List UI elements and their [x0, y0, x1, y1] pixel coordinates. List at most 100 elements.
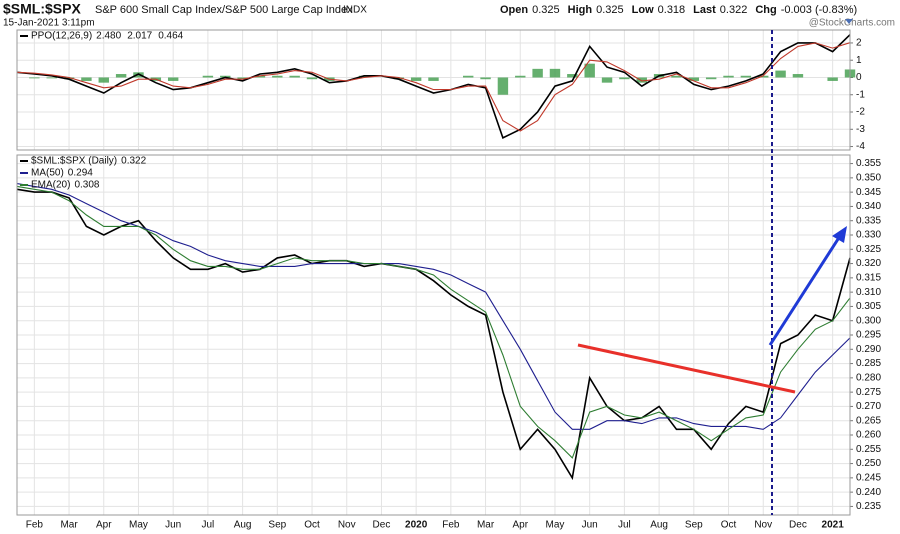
series-line — [16, 42, 851, 132]
x-tick-label: Sep — [268, 520, 286, 531]
histogram-bar — [688, 77, 700, 81]
plot-frame — [16, 154, 851, 516]
y-tick-label: 2 — [856, 38, 862, 49]
histogram-bar — [81, 77, 92, 81]
quote-label: Chg — [755, 4, 776, 16]
y-tick-label: 0.290 — [856, 344, 881, 355]
x-tick-label: Feb — [26, 520, 44, 531]
x-tick-label: May — [129, 520, 148, 531]
histogram-bar — [567, 74, 578, 78]
x-tick-label: Nov — [338, 520, 356, 531]
y-tick-label: 0.250 — [856, 458, 881, 469]
y-tick-label: 0.295 — [856, 330, 881, 341]
x-tick-label: Jul — [201, 520, 214, 531]
x-tick-label: Oct — [721, 520, 737, 531]
histogram-bar — [480, 77, 491, 80]
watermark: @StockCharts.com — [809, 18, 895, 29]
header: $SML:$SPX S&P 600 Small Cap Index/S&P 50… — [3, 1, 895, 29]
x-tick-label: Dec — [373, 520, 391, 531]
x-tick-label: Mar — [60, 520, 78, 531]
histogram-bar — [792, 74, 804, 78]
y-tick-label: -4 — [856, 141, 865, 152]
x-tick-label: 2021 — [822, 520, 845, 531]
y-tick-label: 0.300 — [856, 315, 881, 326]
histogram-bar — [306, 77, 318, 80]
y-tick-label: 0.345 — [856, 187, 881, 198]
quote-label: Low — [632, 4, 654, 16]
histogram-bar — [532, 68, 543, 78]
histogram-bar — [775, 70, 786, 78]
histogram-bar — [619, 77, 630, 80]
quote-label: High — [568, 4, 593, 16]
panels: 2 1 0 -1 -2 -3 -4 PPO(12,26,9) 2.480 2.017 0.464 0.… — [16, 29, 881, 531]
histogram-bar — [63, 77, 75, 80]
histogram-bar — [636, 77, 647, 83]
histogram-bar — [723, 75, 734, 78]
y-tick-label: -1 — [856, 89, 865, 100]
histogram-bar — [202, 75, 214, 78]
y-tick-label: 0.325 — [856, 244, 881, 255]
histogram-bar — [46, 77, 57, 79]
x-tick-label: 2020 — [405, 520, 428, 531]
x-tick-label: Sep — [685, 520, 703, 531]
histogram-bar — [289, 75, 300, 78]
y-tick-label: 0.335 — [856, 215, 881, 226]
quote-label: Last — [693, 4, 716, 16]
histogram-bar — [167, 77, 179, 81]
y-tick-label: 0.255 — [856, 444, 881, 455]
annotations — [577, 30, 847, 515]
y-tick-label: 0.270 — [856, 401, 881, 412]
y-tick-label: 0.330 — [856, 230, 881, 241]
histogram-bar — [98, 77, 109, 83]
y-tick-label: 0.320 — [856, 258, 881, 269]
dropdown-icon[interactable] — [845, 19, 853, 24]
histogram-bar — [827, 77, 838, 81]
quote-value: 0.322 — [720, 4, 748, 16]
legend-value: 2.017 — [127, 31, 152, 42]
series-line — [16, 34, 851, 140]
x-tick-label: Nov — [754, 520, 772, 531]
legend-value: 0.464 — [158, 31, 183, 42]
x-tick-label: Apr — [512, 520, 528, 531]
x-tick-label: Jun — [582, 520, 598, 531]
histogram-bar — [549, 68, 561, 78]
histogram-bar — [115, 74, 127, 78]
x-tick-label: Oct — [304, 520, 320, 531]
panel: 0.355 0.350 0.345 0.340 0.335 0.330 0.325 0.320… — [16, 154, 881, 531]
legend-value: 0.308 — [74, 180, 99, 191]
quote-value: 0.325 — [532, 4, 560, 16]
y-tick-label: -2 — [856, 107, 865, 118]
histogram-bar — [671, 75, 682, 78]
y-tick-label: 0.245 — [856, 472, 881, 483]
histogram-bar — [497, 77, 509, 95]
histogram-bar — [601, 77, 613, 83]
y-tick-label: 0 — [856, 72, 862, 83]
quote-value: 0.318 — [658, 4, 686, 16]
y-tick-label: 0.315 — [856, 272, 881, 283]
trend-line — [577, 343, 796, 394]
y-tick-label: 0.260 — [856, 430, 881, 441]
legend-value: 0.294 — [68, 168, 93, 179]
legend-label: PPO(12,26,9) — [31, 31, 92, 42]
panel: 2 1 0 -1 -2 -3 -4 PPO(12,26,9) 2.480 2.017 0.464 — [16, 29, 865, 152]
quote-value: 0.325 — [596, 4, 624, 16]
y-tick-label: -3 — [856, 124, 865, 135]
histogram-bar — [705, 77, 717, 80]
histogram-bar — [237, 77, 248, 80]
y-tick-label: 0.355 — [856, 158, 881, 169]
y-tick-label: 0.340 — [856, 201, 881, 212]
y-tick-label: 0.305 — [856, 301, 881, 312]
exchange: INDX — [343, 5, 367, 16]
histogram-bar — [410, 77, 422, 81]
x-tick-label: Jun — [165, 520, 181, 531]
x-tick-label: Feb — [442, 520, 460, 531]
y-tick-label: 0.285 — [856, 358, 881, 369]
y-tick-label: 1 — [856, 55, 862, 66]
histogram-bar — [463, 75, 474, 78]
quote-value: -0.003 (-0.83%) — [781, 4, 857, 16]
legend-label: $SML:$SPX (Daily) — [31, 156, 117, 167]
series-line — [16, 185, 851, 459]
arrow-head — [832, 226, 847, 243]
legend-label: MA(50) — [31, 168, 64, 179]
